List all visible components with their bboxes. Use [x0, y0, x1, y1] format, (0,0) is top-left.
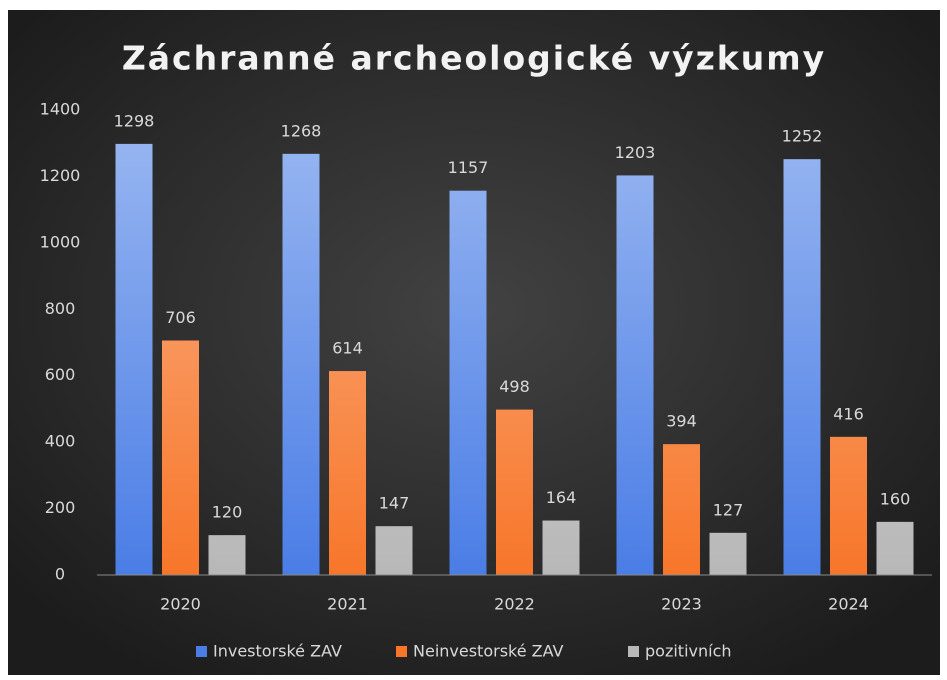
value-label: 164	[546, 488, 577, 507]
chart-title: Záchranné archeologické výzkumy	[122, 39, 826, 78]
value-label: 416	[833, 404, 864, 423]
value-label: 614	[332, 339, 363, 358]
value-label: 160	[880, 489, 911, 508]
y-tick-label: 800	[45, 299, 76, 318]
bar	[282, 153, 320, 576]
bar	[375, 526, 413, 575]
bar	[709, 532, 747, 575]
bar	[115, 143, 153, 575]
legend-swatch	[196, 646, 207, 657]
y-tick-label: 1200	[40, 166, 81, 185]
bar	[162, 340, 199, 575]
bar	[449, 190, 487, 576]
bar	[663, 444, 700, 575]
legend-swatch	[396, 646, 407, 657]
value-label: 1203	[615, 143, 656, 162]
legend-label: pozitivních	[645, 642, 732, 661]
bar	[329, 371, 366, 575]
value-label: 706	[165, 308, 196, 327]
y-tick-label: 200	[45, 498, 76, 517]
y-tick-label: 600	[45, 365, 76, 384]
x-tick-label: 2020	[160, 595, 201, 614]
legend-label: Investorské ZAV	[213, 642, 342, 661]
x-tick-label: 2022	[494, 595, 535, 614]
bar	[542, 520, 580, 575]
x-tick-label: 2021	[327, 595, 368, 614]
legend-swatch	[628, 646, 639, 657]
bar	[830, 436, 867, 575]
legend-label: Neinvestorské ZAV	[413, 642, 564, 661]
value-label: 127	[713, 500, 744, 519]
y-tick-label: 0	[55, 565, 65, 584]
value-label: 1268	[281, 121, 322, 140]
x-tick-label: 2024	[828, 595, 869, 614]
bar	[876, 521, 914, 575]
y-tick-label: 400	[45, 432, 76, 451]
value-label: 394	[666, 412, 697, 431]
bar	[496, 409, 533, 575]
value-label: 1252	[782, 127, 823, 146]
value-label: 498	[499, 377, 530, 396]
value-label: 147	[379, 494, 410, 513]
value-label: 120	[212, 503, 243, 522]
y-tick-label: 1400	[40, 100, 81, 119]
value-label: 1298	[114, 111, 155, 130]
y-tick-label: 1000	[40, 232, 81, 251]
bar	[616, 175, 654, 576]
value-label: 1157	[448, 158, 489, 177]
bar	[783, 159, 821, 575]
x-tick-label: 2023	[661, 595, 702, 614]
bar	[208, 535, 246, 575]
